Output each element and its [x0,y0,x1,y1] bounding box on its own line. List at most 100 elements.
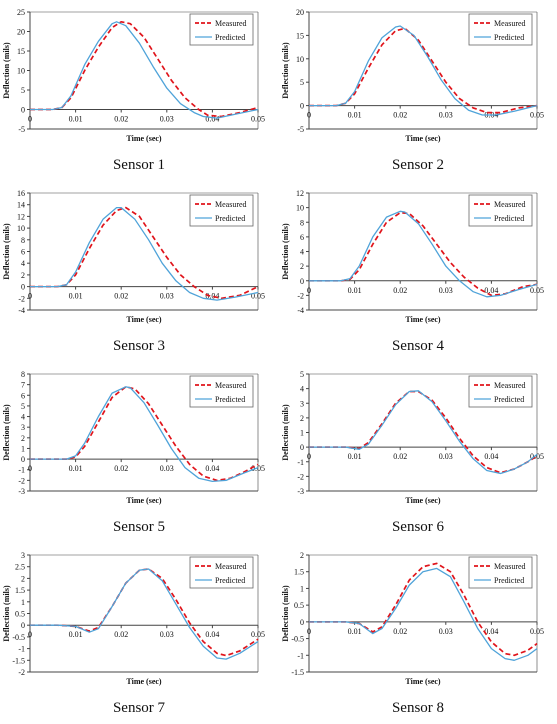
chart-legend: Measured Predicted [468,375,533,408]
y-tick-label: 3 [21,551,25,560]
y-tick-label: 0.5 [15,610,25,619]
y-tick-label: -2 [297,472,304,481]
x-tick-label: 0.03 [160,464,174,473]
chart-legend: Measured Predicted [468,194,533,227]
series-line-measured [30,206,259,300]
sensor-chart-1: -5 0 5 10 15 20 25 0 0.01 0.02 0.03 0.04 0.05 Time (s… [0,0,278,181]
x-tick-label: 0.04 [484,452,498,461]
y-tick-label: 2 [21,434,25,443]
legend-label-predicted: Predicted [215,33,245,42]
x-tick-label: 0.05 [530,627,544,636]
x-tick-label: 0.02 [114,630,128,639]
legend-label-predicted: Predicted [494,576,524,585]
y-tick-label: 0.5 [294,601,304,610]
y-axis-title: Deflection (mils) [2,585,11,642]
series-line-predicted [30,21,259,119]
x-tick-label: 0.05 [251,115,265,124]
x-axis-title: Time (sec) [126,677,162,686]
legend-box [468,13,533,46]
legend-label-measured: Measured [494,19,526,28]
y-tick-label: -1.5 [12,656,25,665]
y-tick-label: 25 [17,8,25,17]
chart-legend: Measured Predicted [189,194,254,227]
y-axis-title: Deflection (mils) [281,585,290,642]
x-tick-label: 0.03 [160,630,174,639]
x-tick-label: 0 [307,627,311,636]
legend-box [468,556,533,589]
y-tick-label: 10 [17,67,25,76]
legend-label-measured: Measured [215,381,247,390]
y-tick-label: 5 [21,86,25,95]
y-tick-label: 6 [300,233,304,242]
legend-label-measured: Measured [494,381,526,390]
sensor-chart-8: -1.5 -1 -0.5 0 0.5 1 1.5 2 0 0.01 0.02 0.03 0.04 0.05… [279,543,557,724]
y-tick-label: 4 [21,413,25,422]
chart-legend: Measured Predicted [189,556,254,589]
y-tick-label: -5 [18,125,25,134]
x-tick-label: 0.02 [393,286,407,295]
series-line-predicted [309,390,538,475]
y-tick-label: 20 [296,8,304,17]
y-tick-label: 3 [300,399,304,408]
legend-label-predicted: Predicted [215,214,245,223]
series-line-predicted [30,386,259,483]
y-tick-label: 2 [21,271,25,280]
y-tick-label: 15 [296,31,304,40]
y-tick-label: 12 [17,212,25,221]
series-line-measured [30,20,259,118]
y-tick-label: 1 [300,584,304,593]
y-tick-label: 2.5 [15,563,25,572]
x-tick-label: 0.02 [393,627,407,636]
x-tick-label: 0.03 [439,111,453,120]
x-axis-title: Time (sec) [405,315,441,324]
y-tick-label: 8 [21,236,25,245]
series-line-predicted [309,210,538,298]
chart-svg: -2-1.5-1-0.500.511.522.530 0.01 0.02 0.03 0.… [2,551,265,686]
x-tick-label: 0.03 [439,286,453,295]
y-tick-label: -0.5 [291,635,304,644]
chart-svg: -1.5-1-0.500.511.520 0.01 0.02 0.03 0.04 0.05… [281,551,544,686]
y-tick-label: -1 [297,458,304,467]
x-tick-label: 0.02 [114,464,128,473]
x-tick-label: 0.04 [484,627,498,636]
series-line-predicted [309,25,538,116]
sensor-chart-2: -5 0 5 10 15 20 0 0.01 0.02 0.03 0.04 0.05 Time (sec… [279,0,557,181]
y-tick-label: 6 [21,391,25,400]
x-tick-label: 0.02 [393,111,407,120]
x-tick-label: 0.04 [205,630,219,639]
x-tick-label: 0 [307,452,311,461]
y-tick-label: -3 [297,487,304,496]
x-tick-label: 0.02 [393,452,407,461]
y-tick-label: 1 [21,598,25,607]
y-tick-label: 16 [17,189,25,198]
x-tick-label: 0 [28,630,32,639]
series-line-measured [309,27,538,114]
y-tick-label: -2 [18,294,25,303]
sensor-chart-4: -4 -2 0 2 4 6 8 10 12 0 0.01 0.02 0.03 0.04 0.05 Time (… [279,181,557,362]
sensor-caption: Sensor 2 [391,157,445,173]
chart-legend: Measured Predicted [468,556,533,589]
y-tick-label: 0 [300,443,304,452]
x-tick-label: 0.01 [69,292,83,301]
sensor-chart-5: -3 -2 -1 0 1 2 3 4 5 6 7 8 0 0.01 0.02 0.03 0.04 0.05 Time… [0,362,278,543]
y-axis-title: Deflection (mils) [2,404,11,461]
chart-legend: Measured Predicted [189,375,254,408]
x-tick-label: 0.04 [484,286,498,295]
y-axis-title: Deflection (mils) [281,404,290,461]
x-tick-label: 0.04 [205,292,219,301]
y-tick-label: 20 [17,28,25,37]
y-tick-label: 5 [300,78,304,87]
x-tick-label: 0.01 [348,111,362,120]
x-tick-label: 0.03 [439,627,453,636]
y-tick-label: -4 [297,306,304,315]
x-axis-title: Time (sec) [126,134,162,143]
x-tick-label: 0.04 [205,115,219,124]
x-tick-label: 0.02 [114,115,128,124]
y-tick-label: 10 [296,204,304,213]
series-line-predicted [30,568,259,660]
y-tick-label: 5 [21,402,25,411]
series-line-measured [309,211,538,297]
